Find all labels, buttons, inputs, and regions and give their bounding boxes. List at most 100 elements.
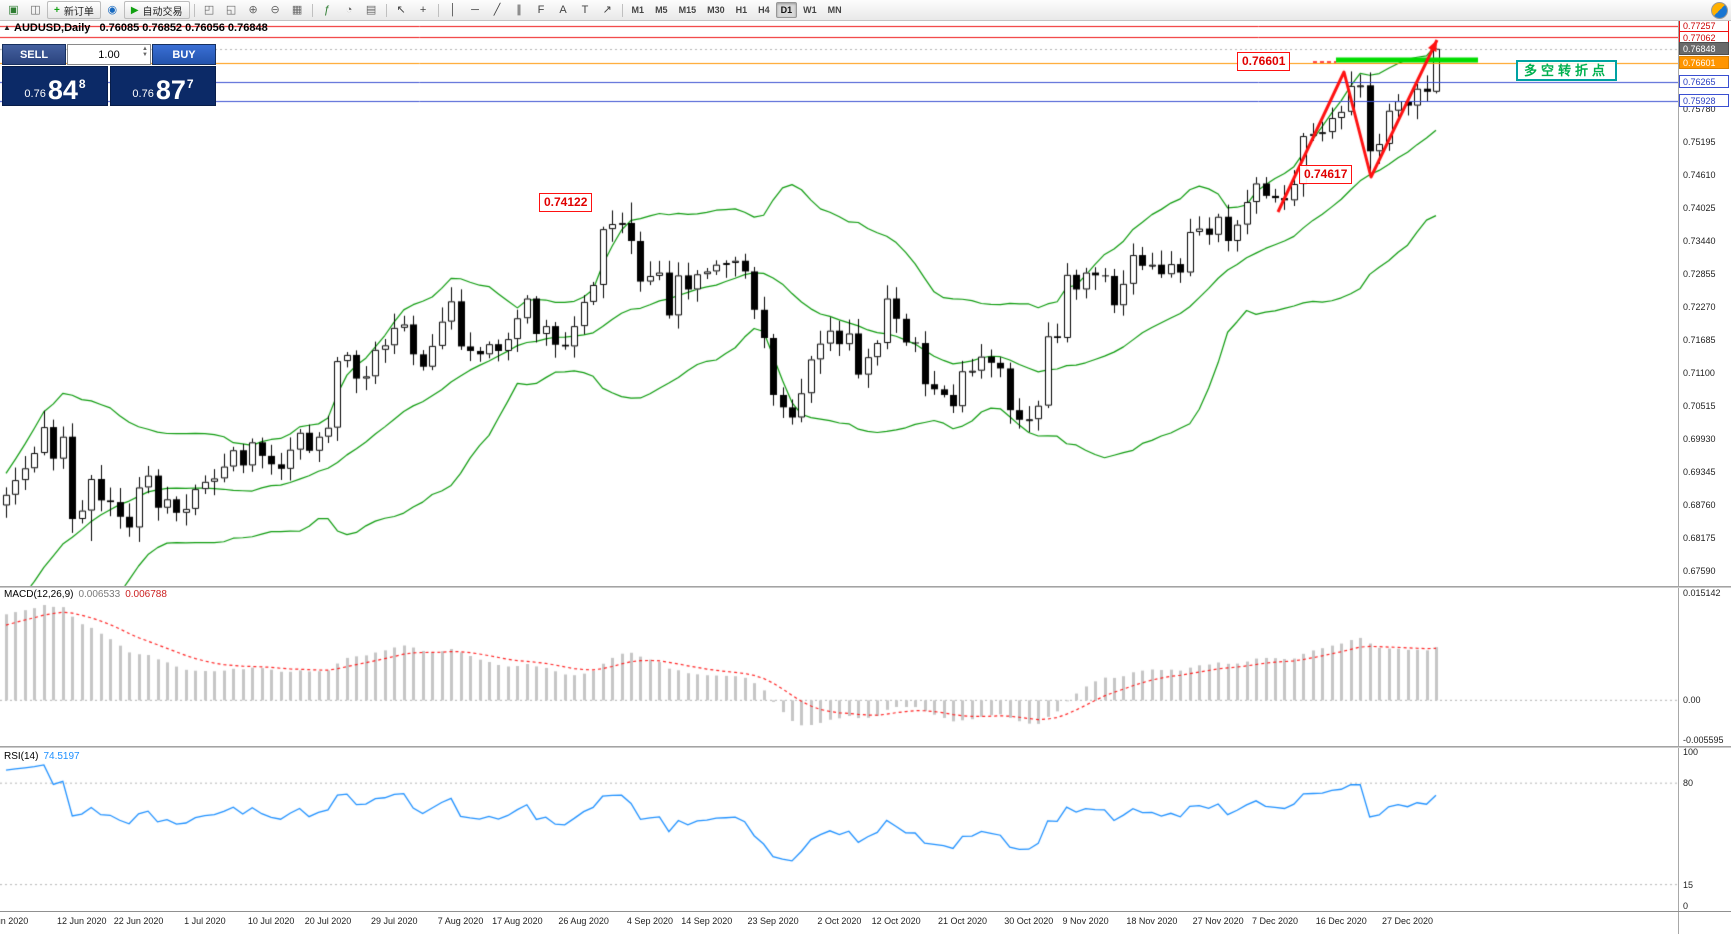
channel-icon[interactable]: ∥	[516, 3, 522, 16]
buy-button[interactable]: BUY	[152, 44, 216, 65]
price-tick: 0.72270	[1683, 302, 1716, 312]
rsi-name: RSI(14)	[4, 751, 39, 762]
volume-spinner: ▲ ▼	[142, 46, 148, 58]
buy-price-sup: 7	[186, 77, 194, 91]
buy-price-tile[interactable]: 0.76 87 7	[110, 66, 216, 106]
sell-price-tile[interactable]: 0.76 84 8	[2, 66, 108, 106]
timeframe-m30[interactable]: M30	[707, 5, 725, 15]
price-tick: 0.67590	[1683, 566, 1716, 576]
price-tick: 0.74610	[1683, 170, 1716, 180]
price-tick: 0.75780	[1683, 104, 1716, 114]
timeframe-h1[interactable]: H1	[735, 5, 748, 15]
price-line-label: 0.75928	[1679, 94, 1729, 107]
toolbar-separator	[193, 3, 195, 17]
sell-price-prefix: 0.76	[24, 88, 46, 100]
chart-title-symbol: AUDUSD,Daily	[14, 22, 91, 34]
new-order-button-label: 新订单	[63, 6, 94, 18]
volume-up-icon[interactable]: ▲	[142, 46, 148, 52]
volume-value: 1.00	[98, 48, 120, 61]
timeframe-mn[interactable]: MN	[827, 5, 842, 15]
buy-price-prefix: 0.76	[132, 88, 154, 100]
timeframe-m15[interactable]: M15	[678, 5, 697, 15]
vertical-line-icon[interactable]: │	[449, 3, 457, 16]
community-icon[interactable]: ◉	[107, 3, 118, 16]
one-click-collapse-icon[interactable]: ▲	[3, 23, 11, 32]
macd-scale-tick: 0.015142	[1683, 588, 1721, 598]
rsi-value: 74.5197	[43, 751, 80, 762]
macd-name: MACD(12,26,9)	[4, 589, 74, 600]
chart-title-ohlc: 0.76085 0.76852 0.76056 0.76848	[99, 22, 268, 34]
auto-arrange-icon[interactable]: ▦	[291, 3, 303, 16]
one-click-trading-panel: SELL 1.00 ▲ ▼ BUY 0.76 84 8 0.76 87 7	[2, 44, 216, 106]
templates-icon[interactable]: ▤	[365, 3, 377, 16]
horizontal-line-icon[interactable]: ─	[471, 3, 479, 16]
main-macd-splitter[interactable]	[0, 586, 1731, 588]
time-axis-border	[0, 911, 1731, 912]
new-chart-icon[interactable]: ▣	[8, 3, 19, 16]
price-label-76601[interactable]: 0.76601	[1237, 52, 1291, 71]
price-tick: 0.75195	[1683, 137, 1716, 147]
indicators-icon[interactable]: ƒ	[323, 3, 331, 16]
price-scale-border	[1678, 20, 1679, 934]
price-tick: 0.69345	[1683, 467, 1716, 477]
toolbar: ▣ ◫ + 新订单 ◉ ▶ 自动交易 ◰ ◱ ⊕ ⊖ ▦ ƒ ◔ ▤ ↖ + │ ─ ╱ ∥ F A T ↗ M1 M5 M15 M30…	[0, 0, 1731, 21]
timeframe-w1[interactable]: W1	[803, 5, 817, 15]
crosshair-icon[interactable]: +	[419, 3, 427, 16]
macd-rsi-splitter[interactable]	[0, 746, 1731, 748]
sell-price-big: 84	[47, 75, 78, 106]
timeframe-d1[interactable]: D1	[775, 2, 798, 18]
toolbar-separator	[437, 3, 439, 17]
price-tick: 0.74025	[1683, 203, 1716, 213]
trendline-icon[interactable]: ╱	[493, 3, 501, 16]
arrows-icon[interactable]: ↗	[602, 3, 612, 16]
periods-icon[interactable]: ◔	[345, 3, 353, 16]
price-tick: 0.73440	[1683, 236, 1716, 246]
text-icon[interactable]: A	[559, 3, 567, 16]
rsi-caption: RSI(14) 74.5197	[4, 751, 80, 762]
metaquotes-logo-icon	[1711, 1, 1728, 19]
autotrading-button-label: 自动交易	[142, 6, 183, 18]
volume-down-icon[interactable]: ▼	[142, 52, 148, 58]
zoom-out-icon[interactable]: ⊖	[270, 3, 280, 16]
sell-price-sup: 8	[78, 77, 86, 91]
macd-signal-value: 0.006788	[125, 589, 167, 600]
price-scale[interactable]: 0.75780 0.75195 0.74610 0.74025 0.73440 0.728…	[1678, 0, 1731, 944]
macd-scale-tick: 0.00	[1683, 695, 1701, 705]
price-tick: 0.68175	[1683, 533, 1716, 543]
chart-canvas[interactable]	[0, 20, 1678, 944]
turning-point-label[interactable]: 多空转折点	[1516, 60, 1618, 81]
tile-windows-icon[interactable]: ◱	[225, 3, 237, 16]
price-label-74122[interactable]: 0.74122	[539, 193, 593, 212]
price-tick: 0.71685	[1683, 335, 1716, 345]
timeframe-m5[interactable]: M5	[655, 5, 668, 15]
new-order-button[interactable]: + 新订单	[47, 1, 101, 19]
chart-profiles-icon[interactable]: ◫	[30, 3, 41, 16]
rsi-scale-tick: 80	[1683, 778, 1694, 788]
fibonacci-icon[interactable]: F	[537, 3, 545, 16]
label-icon[interactable]: T	[581, 3, 589, 16]
price-tick: 0.70515	[1683, 401, 1716, 411]
price-line-label: 0.76848	[1679, 42, 1729, 55]
sell-button[interactable]: SELL	[2, 44, 66, 65]
zoom-in-icon[interactable]: ⊕	[248, 3, 258, 16]
new-order-button-icon: +	[54, 4, 60, 16]
rsi-scale-tick: 0	[1683, 901, 1689, 911]
rsi-scale-tick: 15	[1683, 880, 1694, 890]
buy-price-big: 87	[155, 75, 186, 106]
price-line-label: 0.76265	[1679, 75, 1729, 88]
toolbar-separator	[311, 3, 313, 17]
timeframe-h4[interactable]: H4	[758, 5, 770, 15]
cursor-icon[interactable]: ↖	[396, 3, 406, 16]
macd-scale-tick: -0.005595	[1683, 735, 1724, 745]
timeframe-m1[interactable]: M1	[631, 5, 645, 15]
volume-stepper[interactable]: 1.00 ▲ ▼	[67, 44, 151, 65]
toolbar-separator	[385, 3, 387, 17]
macd-caption: MACD(12,26,9) 0.006533 0.006788	[4, 589, 167, 600]
autotrading-button[interactable]: ▶ 自动交易	[123, 1, 190, 19]
cascade-windows-icon[interactable]: ◰	[203, 3, 215, 16]
rsi-scale-tick: 100	[1683, 747, 1699, 757]
chart-title: AUDUSD,Daily 0.76085 0.76852 0.76056 0.7…	[14, 22, 268, 34]
price-tick: 0.71100	[1683, 368, 1715, 378]
price-label-74617[interactable]: 0.74617	[1299, 165, 1353, 184]
